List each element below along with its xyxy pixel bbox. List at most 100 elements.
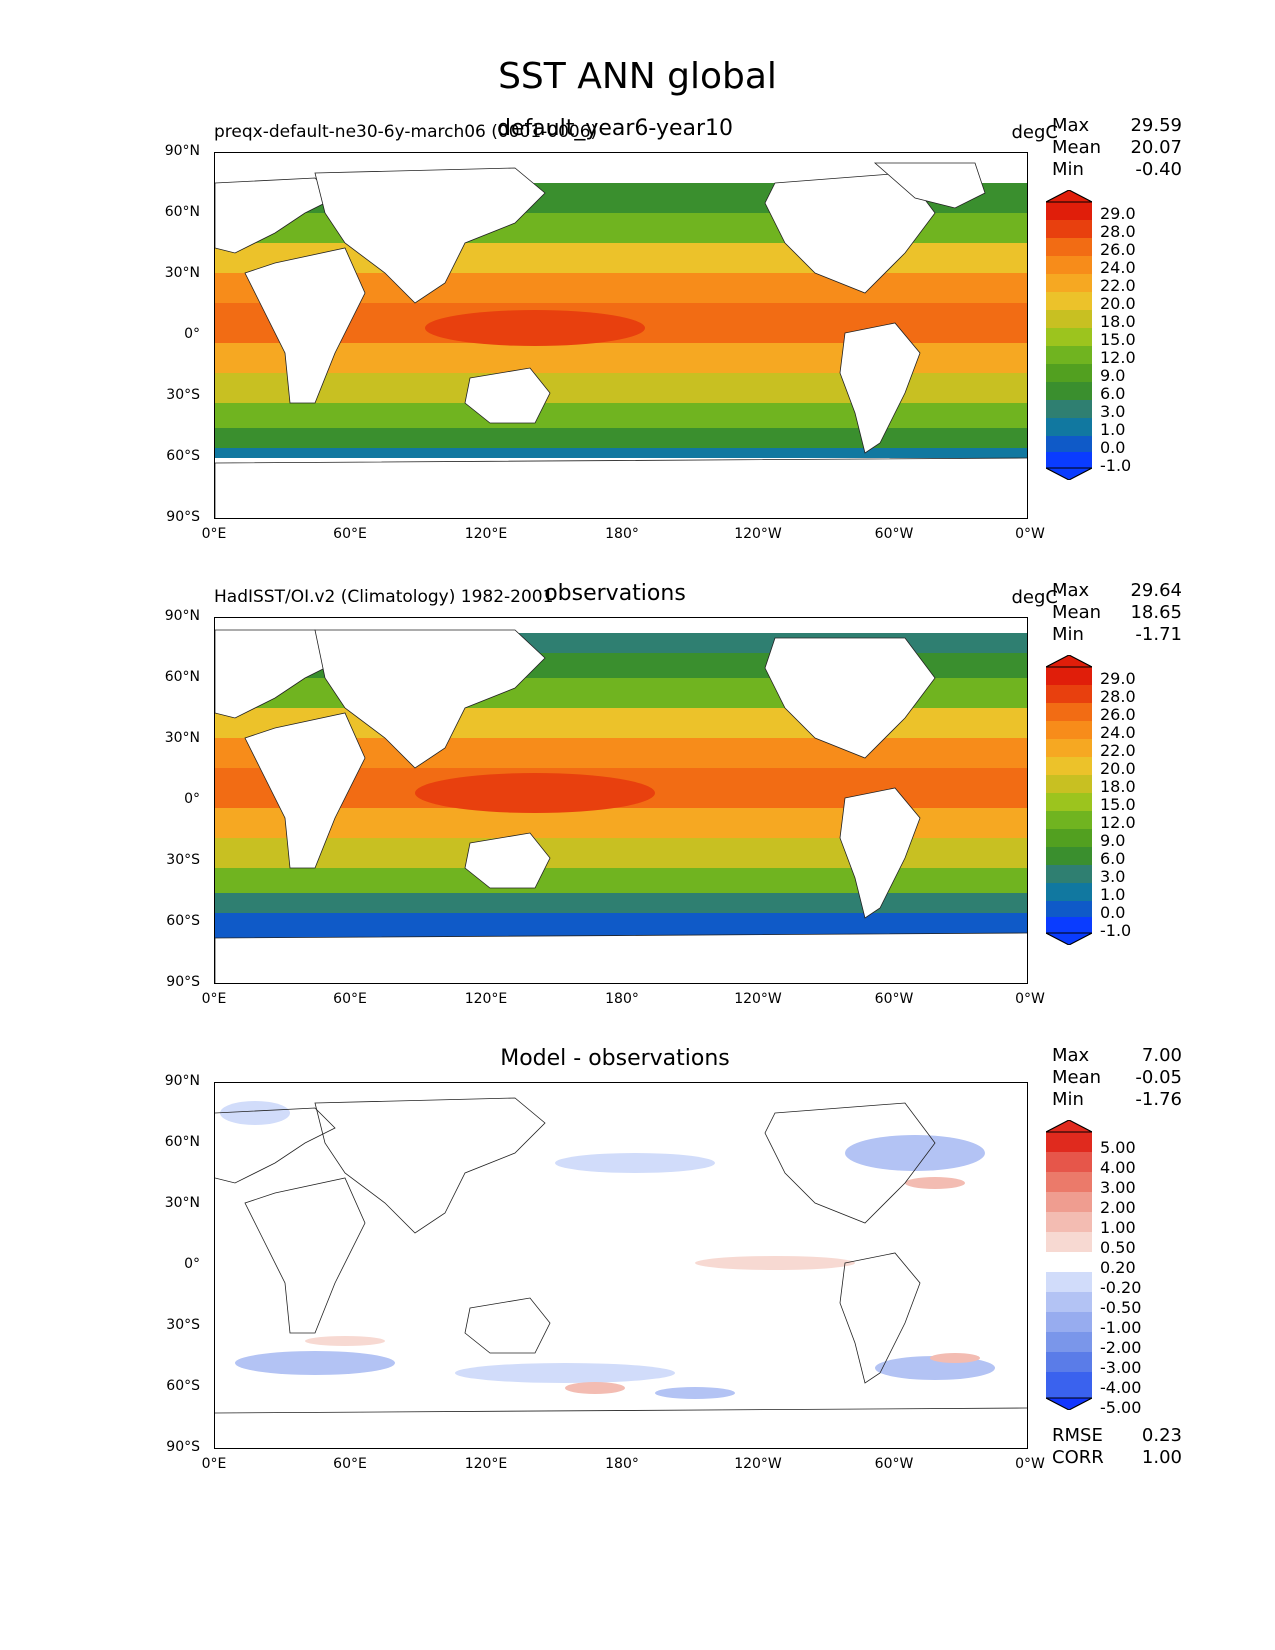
xtick-label: 120°W xyxy=(734,526,782,542)
panel-footer-stats: RMSE 0.23 CORR 1.00 xyxy=(1052,1425,1182,1469)
ytick-label: 60°S xyxy=(166,1378,200,1394)
colorbar xyxy=(1046,655,1092,945)
colorbar-label: 1.0 xyxy=(1100,885,1126,904)
colorbar-label: 12.0 xyxy=(1100,813,1136,832)
sst-band-s-high xyxy=(215,428,1027,448)
colorbar-label: 29.0 xyxy=(1100,204,1136,223)
ytick-label: 30°S xyxy=(166,387,200,403)
xtick-label: 0°E xyxy=(201,526,227,542)
colorbar-label: 26.0 xyxy=(1100,705,1136,724)
sst-band-s-mid xyxy=(215,403,1027,428)
colorbar-label: 3.00 xyxy=(1100,1178,1136,1197)
stat-max: Max 29.59 xyxy=(1052,115,1182,136)
panel-left-label: preqx-default-ne30-6y-march06 (0001-0006… xyxy=(214,122,598,142)
panel-left-label: HadISST/OI.v2 (Climatology) 1982-2001 xyxy=(214,587,554,607)
stat-mean: Mean -0.05 xyxy=(1052,1067,1182,1088)
diff-anomalies xyxy=(220,1101,995,1399)
colorbar-label: 22.0 xyxy=(1100,276,1136,295)
colorbar-label: 0.20 xyxy=(1100,1258,1136,1277)
colorbar-label: 29.0 xyxy=(1100,669,1136,688)
xtick-label: 180° xyxy=(605,526,639,542)
xtick-label: 120°E xyxy=(464,1456,508,1472)
colorbar-label: 3.0 xyxy=(1100,867,1126,886)
ytick-label: 90°N xyxy=(164,1073,200,1089)
ytick-label: 90°N xyxy=(164,608,200,624)
ytick-label: 30°S xyxy=(166,852,200,868)
sst-warm-pool xyxy=(415,773,655,813)
colorbar-label: 3.0 xyxy=(1100,402,1126,421)
colorbar-label: 24.0 xyxy=(1100,258,1136,277)
ytick-label: 60°N xyxy=(164,204,200,220)
ytick-label: 90°N xyxy=(164,143,200,159)
colorbar-label: 28.0 xyxy=(1100,687,1136,706)
stat-mean: Mean 20.07 xyxy=(1052,137,1182,158)
colorbar xyxy=(1046,1120,1092,1410)
panel-center-label: Model - observations xyxy=(500,1046,730,1071)
xtick-label: 120°E xyxy=(464,526,508,542)
colorbar-label: 20.0 xyxy=(1100,759,1136,778)
colorbar-label: 24.0 xyxy=(1100,723,1136,742)
colorbar-label: 1.00 xyxy=(1100,1218,1136,1237)
ytick-label: 30°N xyxy=(164,265,200,281)
sst-band-s-mid xyxy=(215,868,1027,893)
colorbar-label: 1.0 xyxy=(1100,420,1126,439)
stat-max: Max 7.00 xyxy=(1052,1045,1182,1066)
xtick-label: 180° xyxy=(605,1456,639,1472)
stat-min: Min -0.40 xyxy=(1052,159,1182,180)
xtick-label: 60°W xyxy=(874,1456,914,1472)
colorbar-label: 5.00 xyxy=(1100,1138,1136,1157)
ytick-label: 60°S xyxy=(166,913,200,929)
sst-band-southern-ocean xyxy=(215,448,1027,458)
colorbar-label: 28.0 xyxy=(1100,222,1136,241)
colorbar-label: 0.0 xyxy=(1100,903,1126,922)
panel-test: preqx-default-ne30-6y-march06 (0001-0006… xyxy=(0,110,1275,570)
colorbar-label: 6.0 xyxy=(1100,849,1126,868)
xtick-label: 180° xyxy=(605,991,639,1007)
colorbar-label: -1.0 xyxy=(1100,921,1132,940)
colorbar-label: -1.0 xyxy=(1100,456,1132,475)
stat-mean: Mean 18.65 xyxy=(1052,602,1182,623)
panel-unit-label: degC xyxy=(1011,122,1059,143)
colorbar-label: -0.50 xyxy=(1100,1298,1142,1317)
colorbar-label: 2.00 xyxy=(1100,1198,1136,1217)
ytick-label: 0° xyxy=(184,1256,200,1272)
ytick-label: 90°S xyxy=(166,974,200,990)
colorbar-label: 0.0 xyxy=(1100,438,1126,457)
sst-map xyxy=(214,617,1028,984)
xtick-label: 0°E xyxy=(201,991,227,1007)
colorbar-label: 0.50 xyxy=(1100,1238,1136,1257)
ytick-label: 60°S xyxy=(166,448,200,464)
colorbar-label: -1.00 xyxy=(1100,1318,1142,1337)
colorbar xyxy=(1046,190,1092,480)
xtick-label: 120°W xyxy=(734,1456,782,1472)
diff-map xyxy=(214,1082,1028,1449)
xtick-label: 60°E xyxy=(333,1456,367,1472)
sst-warm-pool xyxy=(425,310,645,346)
colorbar-label: -4.00 xyxy=(1100,1378,1142,1397)
xtick-label: 60°W xyxy=(874,991,914,1007)
stat-max: Max 29.64 xyxy=(1052,580,1182,601)
colorbar-label: 18.0 xyxy=(1100,777,1136,796)
stat-min: Min -1.76 xyxy=(1052,1089,1182,1110)
stat-min: Min -1.71 xyxy=(1052,624,1182,645)
ytick-label: 0° xyxy=(184,791,200,807)
figure-title: SST ANN global xyxy=(498,56,777,97)
panel-ref: HadISST/OI.v2 (Climatology) 1982-2001 ob… xyxy=(0,575,1275,1035)
ytick-label: 0° xyxy=(184,326,200,342)
panel-stats: Max 29.64 Mean 18.65 Min -1.71 xyxy=(1052,580,1182,646)
xtick-label: 0°W xyxy=(1015,991,1045,1007)
colorbar-label: 12.0 xyxy=(1100,348,1136,367)
ytick-label: 30°N xyxy=(164,1195,200,1211)
colorbar-label: 6.0 xyxy=(1100,384,1126,403)
colorbar-label: 18.0 xyxy=(1100,312,1136,331)
ytick-label: 90°S xyxy=(166,1439,200,1455)
panel-diff: Model - observations Max 7.00 Mean -0.05 M… xyxy=(0,1040,1275,1500)
sst-map xyxy=(214,152,1028,519)
colorbar-label: 9.0 xyxy=(1100,831,1126,850)
xtick-label: 0°W xyxy=(1015,1456,1045,1472)
xtick-label: 0°W xyxy=(1015,526,1045,542)
sst-band-s-high xyxy=(215,893,1027,913)
xtick-label: 60°E xyxy=(333,526,367,542)
colorbar-label: 26.0 xyxy=(1100,240,1136,259)
xtick-label: 60°E xyxy=(333,991,367,1007)
